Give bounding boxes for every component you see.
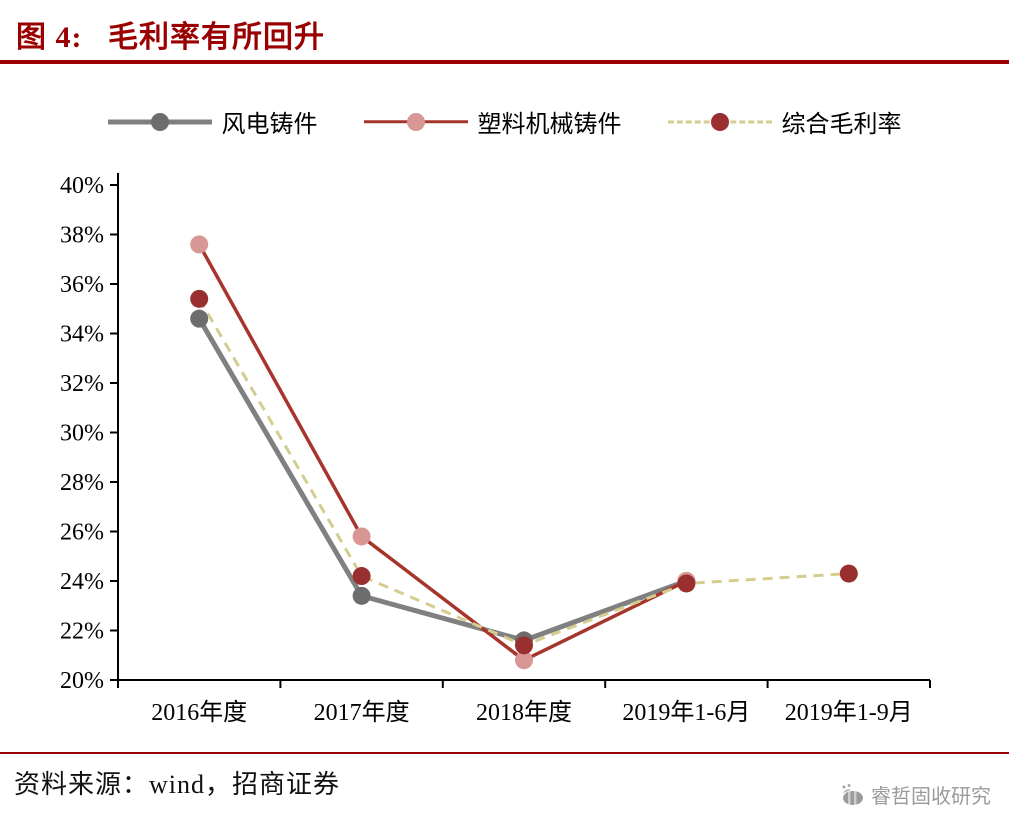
series-line-0 (197, 317, 688, 643)
legend-item: 综合毛利率 (667, 104, 902, 139)
legend-label: 风电铸件 (221, 112, 318, 138)
data-point-2-0 (190, 289, 209, 308)
legend-line (107, 112, 212, 132)
y-tick-label: 38% (60, 223, 104, 249)
watermark-text: 睿哲固收研究 (871, 786, 991, 808)
x-tick-label: 2018年度 (476, 699, 572, 726)
legend-item: 塑料机械铸件 (363, 104, 622, 139)
data-point-2-2 (515, 636, 533, 655)
header-divider (0, 60, 1009, 64)
legend-line (363, 112, 468, 132)
y-tick-label: 20% (60, 668, 104, 694)
x-tick-label: 2016年度 (151, 699, 247, 726)
y-tick-label: 26% (60, 520, 104, 546)
data-point-1-2 (515, 651, 533, 670)
y-tick-label: 40% (60, 173, 104, 199)
figure-title: 图 4: 毛利率有所回升 (16, 21, 325, 54)
y-tick-label: 30% (60, 421, 104, 447)
footer-divider (0, 752, 1009, 754)
legend-label: 塑料机械铸件 (477, 112, 622, 138)
series-line-2 (197, 298, 849, 647)
legend-line (667, 112, 772, 132)
data-point-1-1 (352, 527, 371, 546)
y-tick-label: 28% (60, 470, 104, 496)
series-line-1 (197, 243, 688, 662)
x-tick-label: 2019年1-9月 (785, 699, 913, 726)
brand-logo-icon (842, 783, 863, 805)
y-tick-label: 36% (60, 272, 104, 298)
data-point-1-0 (190, 235, 209, 254)
y-tick-label: 24% (60, 569, 104, 595)
gross-margin-line-chart: 20% 22% 24% 26% 28% 30% 32% 34% 36% 38% 40% 2016年度 2… (60, 173, 931, 726)
x-tick-label: 2019年1-6月 (622, 699, 750, 726)
data-point-0-0 (190, 309, 209, 328)
legend-item: 风电铸件 (107, 104, 318, 139)
chart-legend: 风电铸件 塑料机械铸件 综合毛利率 (0, 104, 1009, 139)
data-point-2-4 (839, 564, 858, 583)
y-tick-label: 22% (60, 619, 104, 645)
brand-watermark: 睿哲固收研究 (838, 780, 991, 809)
legend-marker (710, 112, 729, 131)
legend-marker (150, 112, 169, 131)
x-tick-label: 2017年度 (314, 699, 410, 726)
legend-marker (406, 112, 425, 131)
data-point-2-1 (352, 567, 371, 586)
data-point-2-3 (677, 574, 696, 593)
legend-label: 综合毛利率 (781, 112, 902, 138)
source-text: 资料来源：wind，招商证券 (14, 770, 341, 799)
data-point-0-1 (352, 586, 371, 605)
y-tick-label: 32% (60, 371, 104, 397)
y-tick-label: 34% (60, 322, 104, 348)
